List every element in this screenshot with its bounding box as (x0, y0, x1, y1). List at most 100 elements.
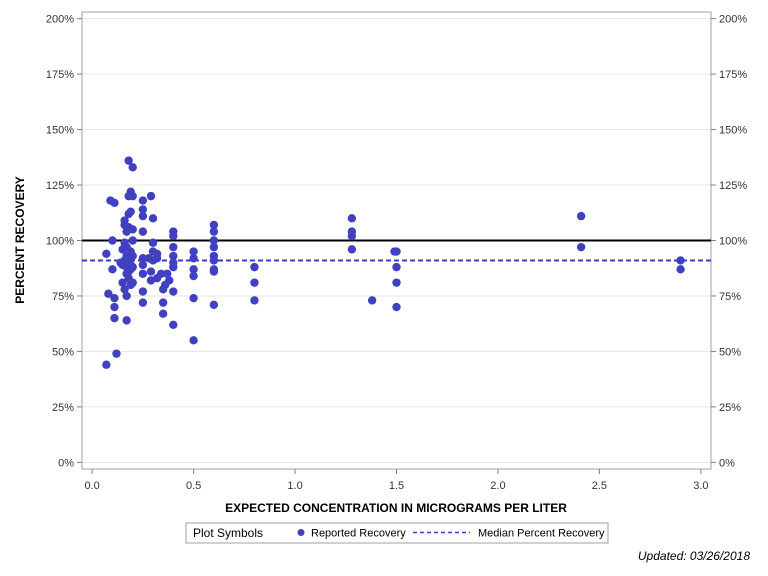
data-point (250, 278, 259, 287)
data-point (209, 242, 219, 252)
data-point (209, 300, 219, 310)
y-tick-label: 150% (46, 125, 74, 137)
y-tick-label-right: 100% (719, 236, 747, 248)
data-point (124, 156, 133, 165)
data-point (250, 262, 259, 272)
data-point (102, 360, 111, 369)
y-tick-label: 200% (46, 14, 74, 26)
y-axis-left: 0% 25% 50% 75% 100% 125% 150% 175% 200% (46, 14, 82, 469)
x-tick-label: 1.5 (389, 480, 404, 492)
x-tick-label: 3.0 (693, 480, 708, 492)
y-tick-label-right: 75% (719, 291, 741, 303)
data-point (138, 254, 148, 263)
data-point (169, 242, 178, 252)
data-point (138, 196, 148, 205)
reference-lines (82, 239, 711, 262)
data-point (102, 249, 111, 259)
data-points (102, 156, 685, 369)
data-point (209, 236, 219, 245)
legend-median-label: Median Percent Recovery (478, 528, 605, 540)
y-tick-label-right: 175% (719, 69, 747, 81)
data-point (189, 265, 198, 274)
updated-footnote: Updated: 03/26/2018 (638, 549, 750, 563)
data-point (156, 269, 166, 278)
x-axis: 0.0 0.5 1.0 1.5 2.0 2.5 3.0 (84, 469, 709, 492)
data-point (189, 271, 198, 281)
data-point (146, 267, 156, 276)
data-point (128, 191, 137, 201)
data-point (138, 287, 148, 296)
y-tick-label: 100% (46, 236, 74, 248)
data-point (158, 298, 168, 307)
data-point (189, 293, 198, 303)
data-point (138, 269, 148, 278)
x-tick-label: 0.5 (186, 480, 201, 492)
data-point (165, 276, 174, 285)
data-point (104, 289, 113, 298)
data-point (110, 302, 119, 312)
data-point (189, 254, 198, 263)
data-point (138, 205, 148, 214)
y-tick-label: 0% (58, 457, 74, 469)
y-axis-title: PERCENT RECOVERY (13, 176, 27, 304)
y-tick-label-right: 200% (719, 14, 747, 26)
data-point (209, 256, 219, 265)
y-tick-label: 25% (52, 402, 74, 414)
data-point (152, 254, 162, 263)
x-tick-label: 2.5 (592, 480, 607, 492)
data-point (128, 262, 137, 272)
data-point (112, 349, 121, 358)
data-point (676, 256, 685, 265)
y-tick-label: 125% (46, 180, 74, 192)
data-point (110, 198, 119, 207)
data-point (146, 191, 156, 201)
data-point (576, 242, 586, 252)
legend-title: Plot Symbols (193, 526, 263, 540)
x-axis-title: EXPECTED CONCENTRATION IN MICROGRAMS PER… (225, 501, 567, 515)
data-point (138, 211, 148, 221)
legend-reported-marker (297, 529, 305, 536)
y-tick-label-right: 50% (719, 346, 741, 358)
data-point (209, 227, 219, 236)
data-point (250, 296, 259, 305)
data-point (169, 320, 178, 330)
data-point (347, 231, 357, 241)
data-point (169, 231, 178, 241)
y-tick-label: 175% (46, 69, 74, 81)
data-point (128, 225, 137, 234)
data-point (148, 214, 158, 223)
y-tick-label-right: 25% (719, 402, 741, 414)
data-point (347, 214, 357, 223)
data-point (169, 262, 178, 272)
y-tick-label: 75% (52, 291, 74, 303)
data-point (392, 247, 401, 256)
y-tick-label: 50% (52, 346, 74, 358)
legend-reported-label: Reported Recovery (311, 528, 406, 540)
data-point (169, 251, 178, 261)
data-point (392, 262, 401, 272)
data-point (128, 278, 137, 287)
x-tick-label: 0.0 (84, 480, 99, 492)
data-point (110, 313, 119, 323)
data-point (128, 163, 137, 172)
data-point (138, 260, 148, 270)
x-tick-label: 2.0 (490, 480, 505, 492)
data-point (189, 247, 198, 256)
data-point (392, 302, 401, 312)
data-point (163, 269, 172, 278)
data-point (126, 207, 135, 216)
data-point (209, 267, 219, 276)
data-point (347, 245, 357, 254)
data-point (158, 309, 168, 318)
data-point (110, 293, 119, 303)
data-point (120, 285, 129, 294)
data-point (138, 227, 148, 236)
y-tick-label-right: 0% (719, 457, 735, 469)
data-point (118, 278, 127, 287)
data-point (128, 236, 137, 245)
y-axis-right: 0% 25% 50% 75% 100% 125% 150% 175% 200% (711, 14, 747, 469)
data-point (148, 238, 158, 247)
data-point (209, 220, 219, 230)
